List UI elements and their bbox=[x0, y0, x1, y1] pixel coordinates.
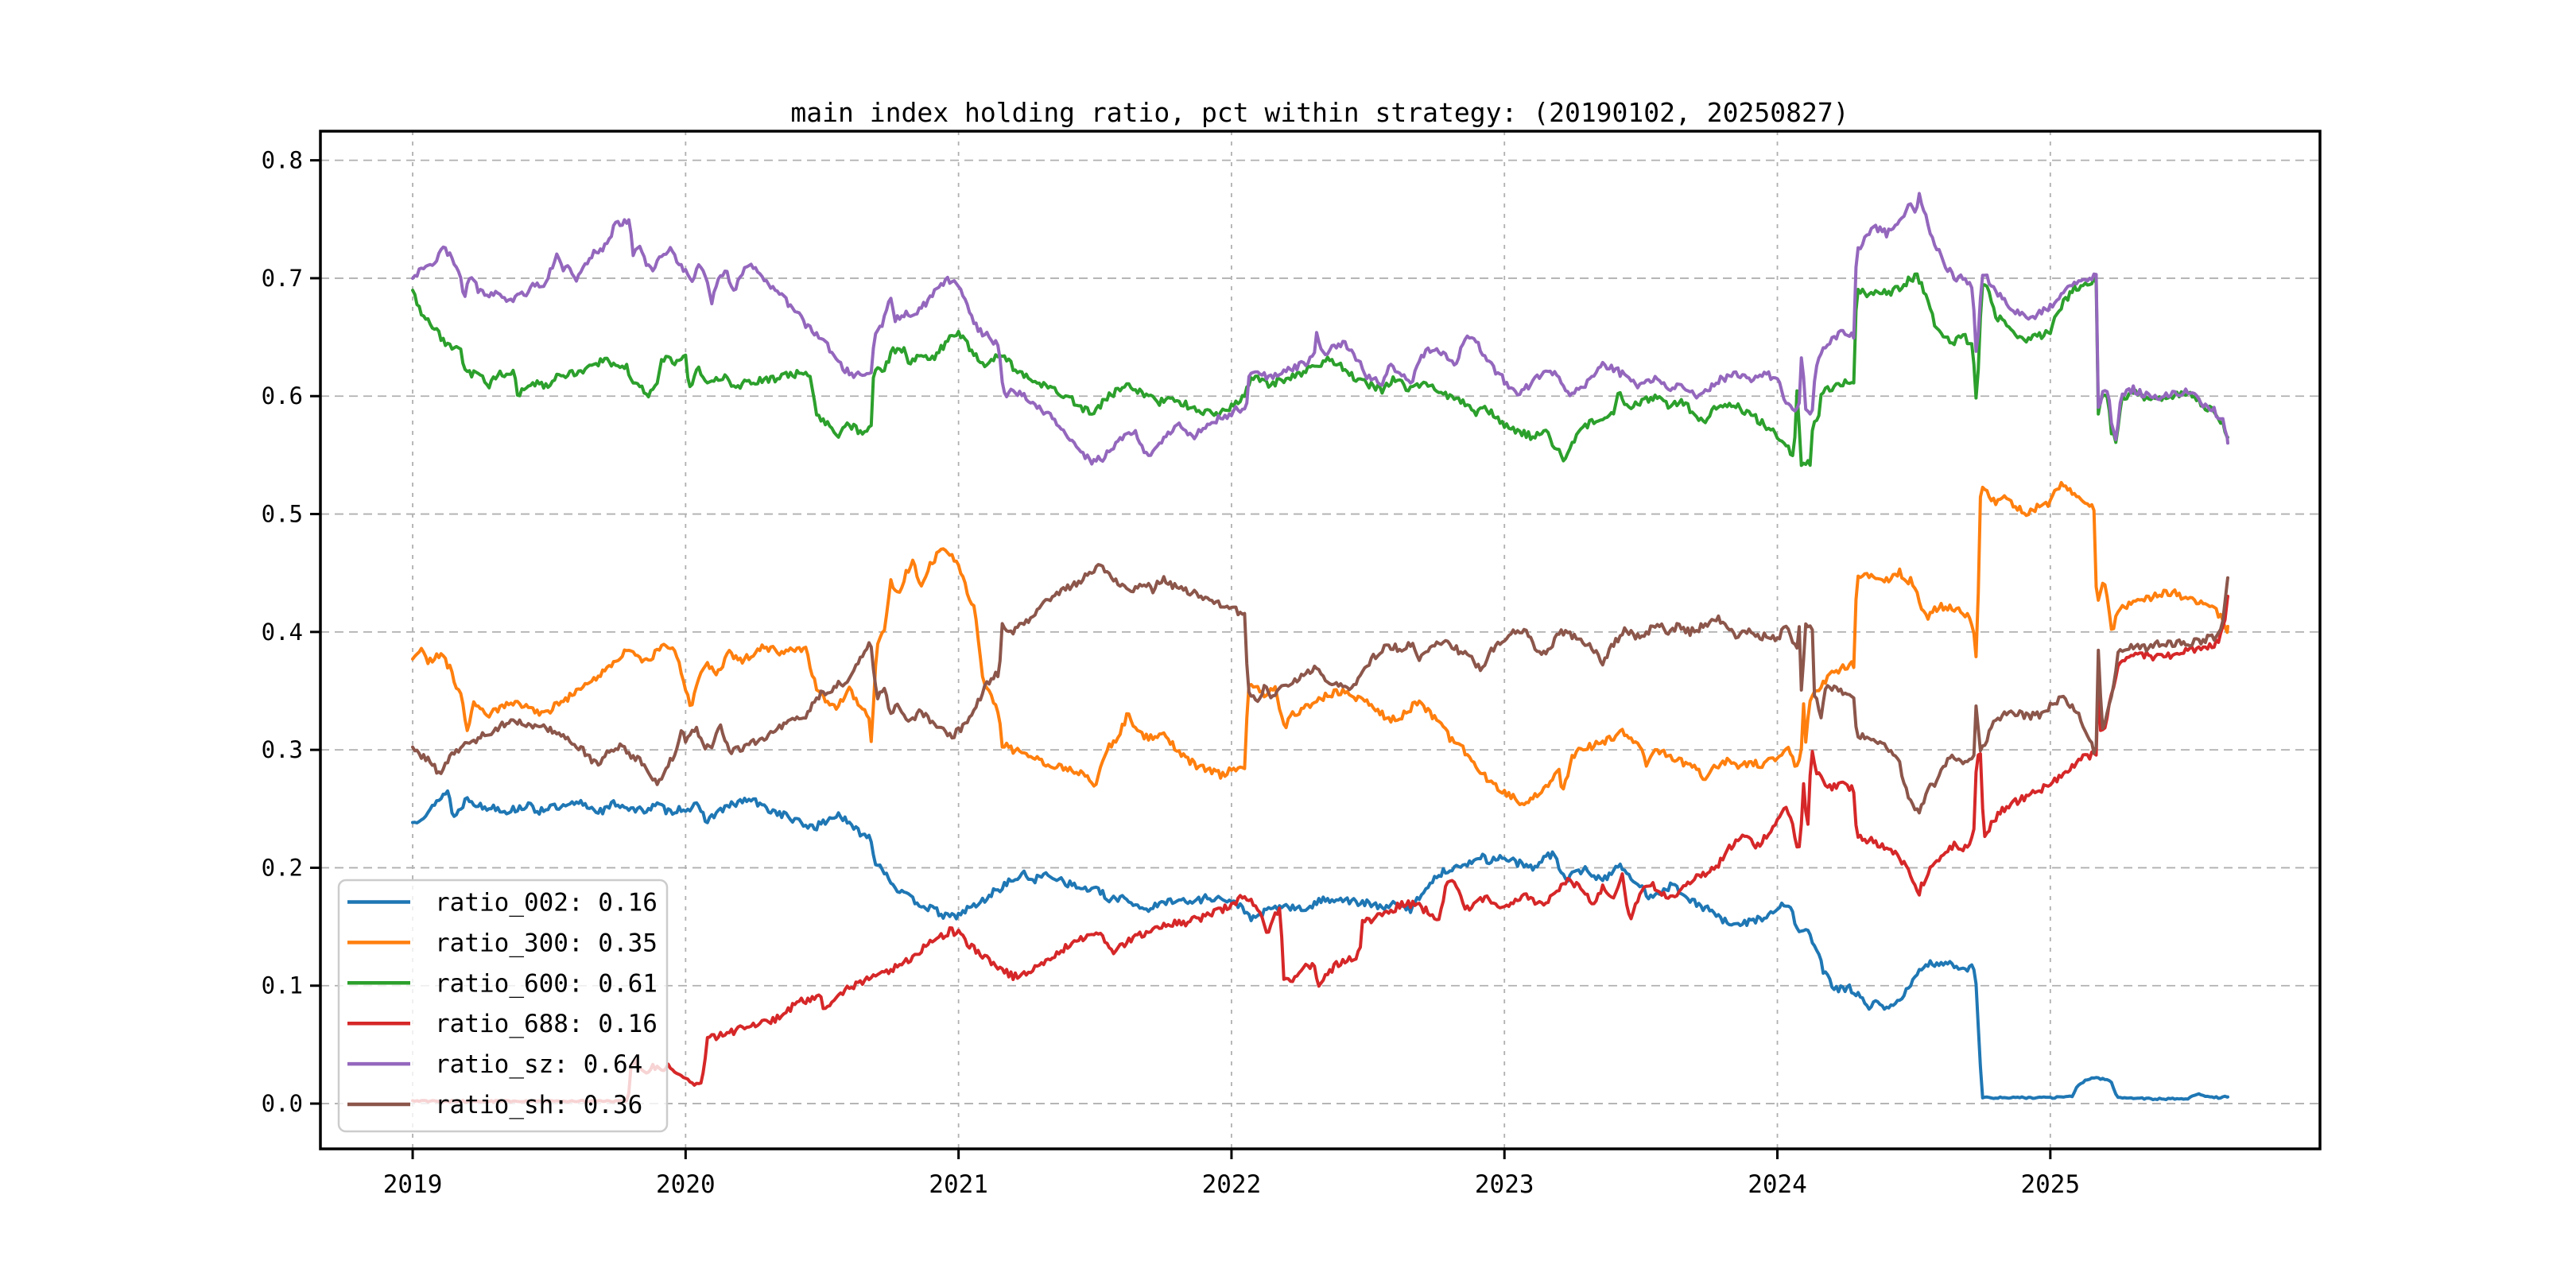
legend-label-ratio_300: ratio_300: 0.35 bbox=[435, 929, 658, 957]
y-tick-label-0.6: 0.6 bbox=[262, 382, 303, 409]
legend-box bbox=[337, 879, 669, 1133]
series-layer bbox=[411, 192, 2229, 1104]
y-tick-label-0.8: 0.8 bbox=[262, 147, 303, 174]
x-tick-label-2020: 2020 bbox=[656, 1170, 716, 1199]
y-tick-label-0.3: 0.3 bbox=[262, 736, 303, 763]
legend-row-ratio_sz: ratio_sz: 0.64 bbox=[347, 1050, 642, 1079]
plot-frame bbox=[319, 130, 2322, 1150]
x-tick-label-2019: 2019 bbox=[383, 1170, 443, 1199]
y-tick-label-0.5: 0.5 bbox=[262, 501, 303, 528]
y-tick-label-0.2: 0.2 bbox=[262, 854, 303, 881]
x-tick-label-2024: 2024 bbox=[1748, 1170, 1807, 1199]
y-tick-label-0.1: 0.1 bbox=[262, 972, 303, 999]
legend-label-ratio_600: ratio_600: 0.61 bbox=[435, 969, 658, 998]
x-tick-label-2021: 2021 bbox=[929, 1170, 988, 1199]
series-line-ratio_sz bbox=[411, 192, 2229, 466]
series-line-ratio_688 bbox=[411, 595, 2229, 1104]
legend-row-ratio_300: ratio_300: 0.35 bbox=[347, 929, 658, 957]
legend-label-ratio_688: ratio_688: 0.16 bbox=[435, 1010, 658, 1038]
x-tick-label-2023: 2023 bbox=[1475, 1170, 1534, 1199]
y-tick-label-0.0: 0.0 bbox=[262, 1090, 303, 1117]
x-tick-label-2025: 2025 bbox=[2020, 1170, 2080, 1199]
chart-title: main index holding ratio, pct within str… bbox=[790, 97, 1849, 128]
axis-layer: 0.0 0.1 0.2 0.3 0.4 0.5 0.6 0.7 0.8 2019 2020 2021 2… bbox=[262, 130, 2322, 1199]
legend-row-ratio_688: ratio_688: 0.16 bbox=[347, 1010, 658, 1038]
legend-row-ratio_002: ratio_002: 0.16 bbox=[347, 889, 658, 918]
series-line-ratio_600 bbox=[411, 272, 2229, 467]
y-tick-label-0.4: 0.4 bbox=[262, 619, 303, 646]
series-line-ratio_300 bbox=[411, 480, 2229, 806]
legend: ratio_002: 0.16 ratio_300: 0.35 ratio_600:… bbox=[337, 879, 669, 1133]
legend-row-ratio_600: ratio_600: 0.61 bbox=[347, 969, 658, 998]
series-line-ratio_002 bbox=[411, 789, 2229, 1102]
x-tick-label-2022: 2022 bbox=[1202, 1170, 1262, 1199]
legend-label-ratio_sh: ratio_sh: 0.36 bbox=[435, 1091, 642, 1119]
legend-label-ratio_002: ratio_002: 0.16 bbox=[435, 889, 658, 918]
legend-row-ratio_sh: ratio_sh: 0.36 bbox=[347, 1091, 642, 1119]
y-tick-label-0.7: 0.7 bbox=[262, 265, 303, 292]
legend-label-ratio_sz: ratio_sz: 0.64 bbox=[435, 1050, 642, 1079]
series-line-ratio_sh bbox=[411, 563, 2229, 815]
